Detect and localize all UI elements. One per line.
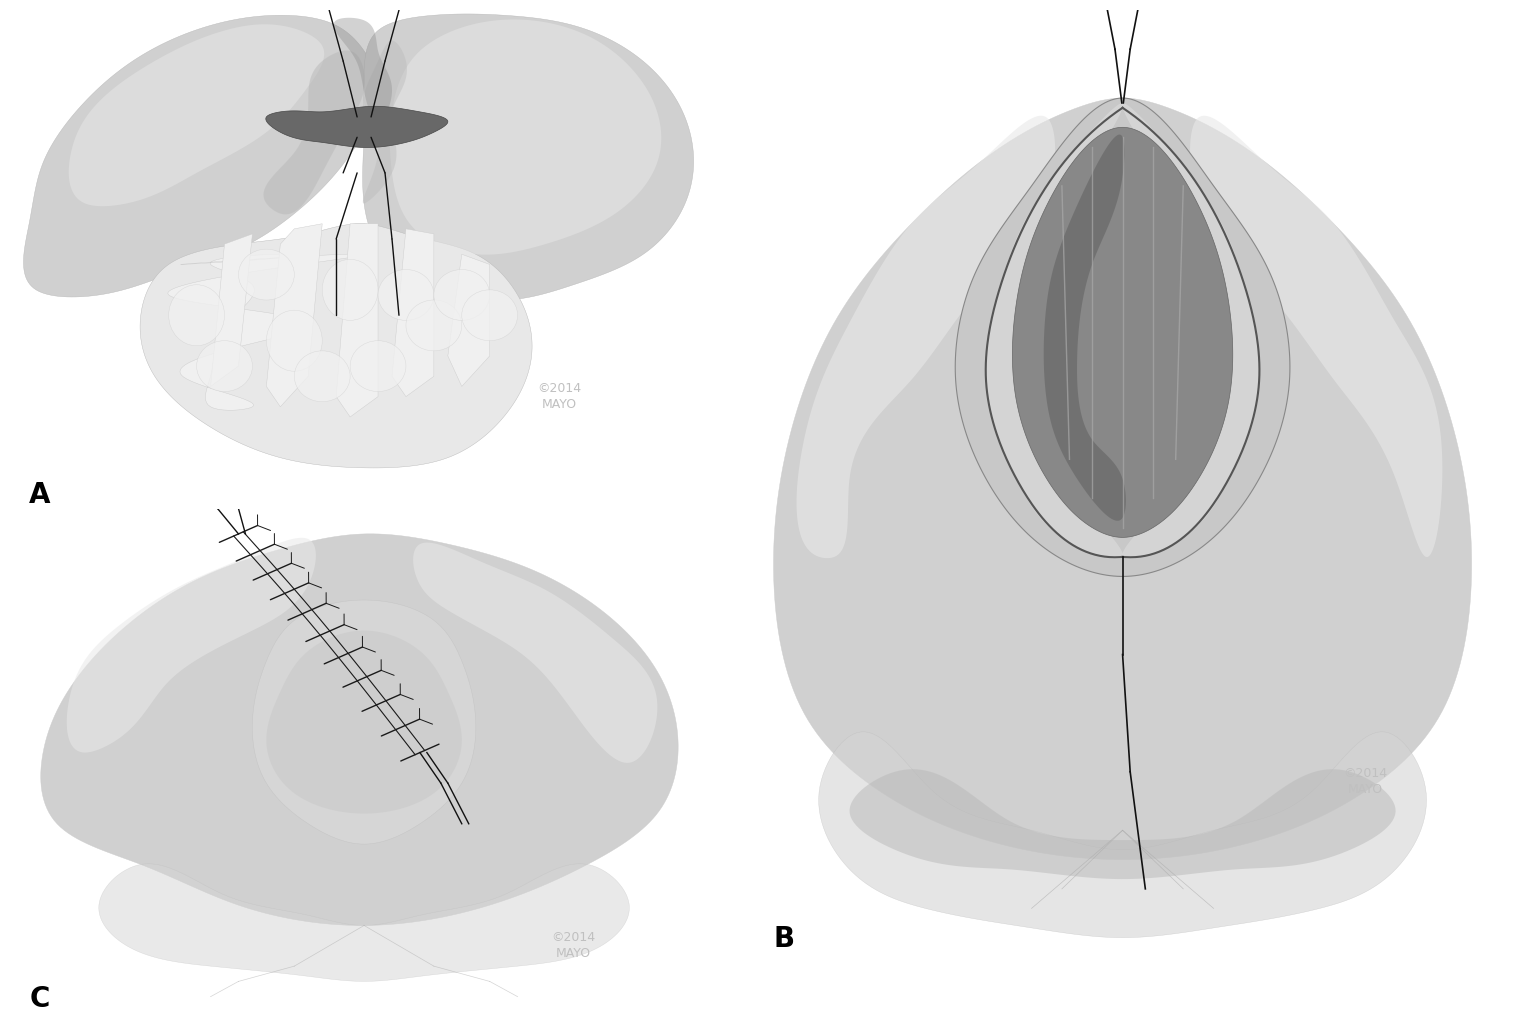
Polygon shape xyxy=(334,17,391,122)
Polygon shape xyxy=(67,538,316,753)
Polygon shape xyxy=(265,107,448,147)
Ellipse shape xyxy=(434,270,490,320)
Polygon shape xyxy=(267,224,322,407)
Text: B: B xyxy=(774,925,795,953)
Ellipse shape xyxy=(238,249,294,300)
Text: A: A xyxy=(29,481,50,510)
Polygon shape xyxy=(41,534,678,925)
Ellipse shape xyxy=(168,285,225,346)
Polygon shape xyxy=(68,24,325,206)
Text: ©2014
MAYO: ©2014 MAYO xyxy=(551,932,596,960)
Ellipse shape xyxy=(267,310,322,371)
Polygon shape xyxy=(1012,127,1233,537)
Polygon shape xyxy=(413,543,657,763)
Polygon shape xyxy=(390,19,661,254)
Polygon shape xyxy=(211,234,252,386)
Ellipse shape xyxy=(350,341,407,392)
Text: ©2014
MAYO: ©2014 MAYO xyxy=(537,382,581,411)
Polygon shape xyxy=(819,732,1426,938)
Polygon shape xyxy=(252,600,476,844)
Text: C: C xyxy=(29,984,50,1013)
Polygon shape xyxy=(99,863,630,981)
Polygon shape xyxy=(264,51,366,215)
Polygon shape xyxy=(391,229,434,397)
Polygon shape xyxy=(850,769,1396,879)
Polygon shape xyxy=(23,15,378,297)
Polygon shape xyxy=(774,98,1471,859)
Ellipse shape xyxy=(407,300,461,351)
Ellipse shape xyxy=(197,341,252,392)
Polygon shape xyxy=(1123,103,1259,559)
Polygon shape xyxy=(986,103,1123,559)
Polygon shape xyxy=(168,254,364,410)
Polygon shape xyxy=(956,98,1289,577)
Text: ©2014
MAYO: ©2014 MAYO xyxy=(1343,767,1388,796)
Ellipse shape xyxy=(378,270,434,320)
Polygon shape xyxy=(1044,134,1126,521)
Ellipse shape xyxy=(461,290,517,341)
Ellipse shape xyxy=(294,351,350,402)
Polygon shape xyxy=(1189,116,1443,557)
Polygon shape xyxy=(796,116,1056,558)
Polygon shape xyxy=(337,224,378,417)
Polygon shape xyxy=(363,41,407,203)
Polygon shape xyxy=(140,224,532,468)
Ellipse shape xyxy=(322,259,378,320)
Polygon shape xyxy=(363,14,693,300)
Polygon shape xyxy=(267,631,461,814)
Polygon shape xyxy=(448,254,490,386)
